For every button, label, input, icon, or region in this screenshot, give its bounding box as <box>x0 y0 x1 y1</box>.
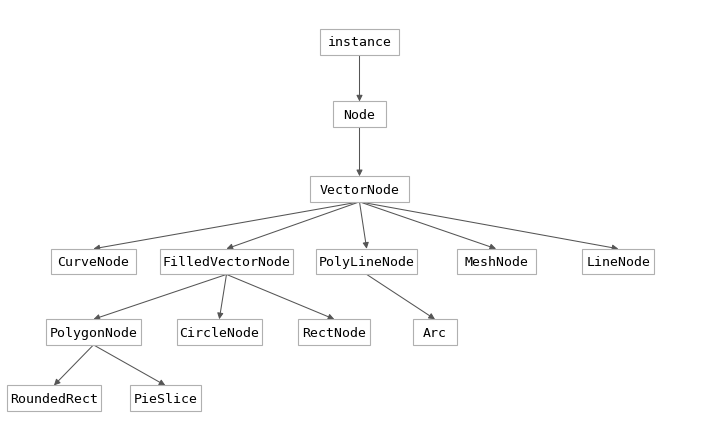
Text: PolyLineNode: PolyLineNode <box>319 256 415 268</box>
FancyBboxPatch shape <box>310 177 409 202</box>
FancyBboxPatch shape <box>7 386 101 411</box>
FancyBboxPatch shape <box>413 320 457 345</box>
FancyBboxPatch shape <box>51 249 136 275</box>
FancyBboxPatch shape <box>332 102 387 128</box>
Text: Arc: Arc <box>423 326 447 339</box>
Text: RectNode: RectNode <box>302 326 367 339</box>
FancyBboxPatch shape <box>177 320 262 345</box>
Text: PieSlice: PieSlice <box>133 392 198 405</box>
Text: instance: instance <box>327 36 392 49</box>
FancyBboxPatch shape <box>46 320 141 345</box>
FancyBboxPatch shape <box>130 386 201 411</box>
Text: PolygonNode: PolygonNode <box>50 326 137 339</box>
Text: LineNode: LineNode <box>586 256 651 268</box>
Text: RoundedRect: RoundedRect <box>10 392 98 405</box>
Text: FilledVectorNode: FilledVectorNode <box>162 256 290 268</box>
Text: CurveNode: CurveNode <box>58 256 129 268</box>
FancyBboxPatch shape <box>316 249 417 275</box>
FancyBboxPatch shape <box>298 320 370 345</box>
Text: VectorNode: VectorNode <box>319 183 400 196</box>
FancyBboxPatch shape <box>320 30 399 55</box>
FancyBboxPatch shape <box>160 249 293 275</box>
Text: MeshNode: MeshNode <box>464 256 528 268</box>
FancyBboxPatch shape <box>457 249 536 275</box>
Text: Node: Node <box>344 109 375 121</box>
Text: CircleNode: CircleNode <box>179 326 260 339</box>
FancyBboxPatch shape <box>582 249 654 275</box>
